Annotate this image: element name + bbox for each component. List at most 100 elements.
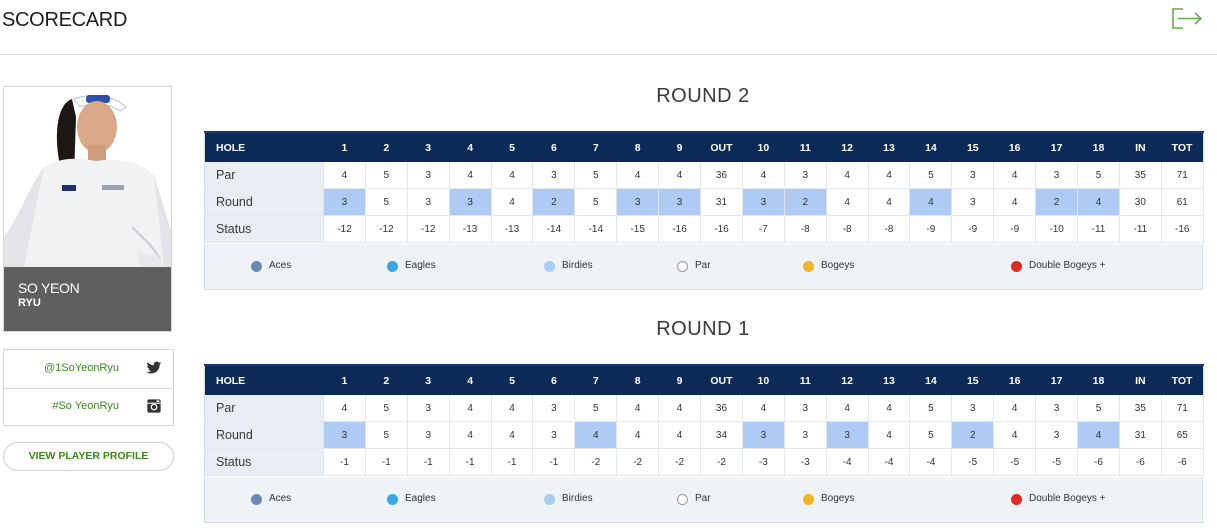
legend-label: Bogeys xyxy=(821,493,855,504)
score-cell: -1 xyxy=(491,448,534,476)
score-cell: 4 xyxy=(993,421,1037,449)
score-cell: -4 xyxy=(868,448,911,476)
score-cell: 4 xyxy=(658,162,702,189)
exit-button[interactable] xyxy=(1170,5,1204,31)
column-header: 14 xyxy=(909,364,952,395)
legend-label: Birdies xyxy=(562,260,593,271)
score-cell: 3 xyxy=(826,421,869,449)
score-cell: 3 xyxy=(658,188,702,216)
score-cell: -11 xyxy=(1077,215,1120,243)
score-cell: 4 xyxy=(868,421,911,449)
column-header: 17 xyxy=(1035,364,1078,395)
twitter-link[interactable]: @1SoYeonRyu xyxy=(4,350,173,389)
score-legend: Aces Eagles Birdies Par Bogeys Double Bogeys … xyxy=(204,477,1203,523)
column-header: 16 xyxy=(993,364,1036,395)
score-cell: 3 xyxy=(616,188,660,216)
column-header: 12 xyxy=(826,131,869,162)
score-cell: 4 xyxy=(449,421,492,449)
column-header: 13 xyxy=(868,364,910,395)
score-cell: 5 xyxy=(365,395,408,422)
column-header: OUT xyxy=(700,131,743,162)
score-cell: 30 xyxy=(1119,188,1162,216)
score-cell: 4 xyxy=(658,421,702,449)
score-cell: 5 xyxy=(909,395,953,422)
legend-label: Par xyxy=(695,260,711,271)
score-cell: 3 xyxy=(323,421,366,449)
score-cell: 3 xyxy=(951,162,995,189)
score-cell: 71 xyxy=(1161,395,1204,422)
header-row: HOLE 1 2 3 4 5 6 7 8 9 OUT 10 11 12 13 14 15 16 17 18 IN TOT xyxy=(204,131,1204,162)
column-header: 11 xyxy=(784,131,827,162)
score-cell: 2 xyxy=(532,188,576,216)
score-cell: 4 xyxy=(491,188,534,216)
score-cell: -5 xyxy=(1035,448,1079,476)
scorecard-table: HOLE 1 2 3 4 5 6 7 8 9 OUT 10 11 12 13 14 15 16 17 18 IN TOT P… xyxy=(204,131,1204,243)
score-cell: 4 xyxy=(868,395,911,422)
column-header: 8 xyxy=(616,364,659,395)
score-cell: 4 xyxy=(742,162,785,189)
column-header: OUT xyxy=(700,364,743,395)
score-cell: 5 xyxy=(909,421,953,449)
column-header: 14 xyxy=(909,131,952,162)
score-cell: -1 xyxy=(323,448,366,476)
score-cell: -5 xyxy=(951,448,995,476)
legend-dot-icon xyxy=(803,494,814,505)
column-header: 1 xyxy=(323,131,366,162)
column-header: 1 xyxy=(323,364,366,395)
header: SCORECARD xyxy=(0,0,1217,55)
score-cell: 4 xyxy=(323,162,366,189)
instagram-link[interactable]: #So YeonRyu xyxy=(4,388,173,426)
score-cell: -16 xyxy=(700,215,743,243)
score-cell: -12 xyxy=(365,215,408,243)
column-header: IN xyxy=(1119,364,1162,395)
score-cell: -4 xyxy=(826,448,869,476)
score-cell: 5 xyxy=(909,162,953,189)
column-header: IN xyxy=(1119,131,1162,162)
column-header: 15 xyxy=(951,131,994,162)
score-cell: 3 xyxy=(1035,395,1079,422)
score-cell: 4 xyxy=(449,162,492,189)
instagram-icon xyxy=(147,399,161,413)
score-cell: 3 xyxy=(449,188,492,216)
score-cell: -2 xyxy=(574,448,618,476)
column-header: 17 xyxy=(1035,131,1078,162)
score-cell: -13 xyxy=(491,215,534,243)
exit-icon xyxy=(1172,8,1203,29)
score-cell: 4 xyxy=(1077,188,1120,216)
column-header: 3 xyxy=(407,131,450,162)
score-cell: 4 xyxy=(993,395,1037,422)
column-header: 11 xyxy=(784,364,827,395)
score-cell: 3 xyxy=(951,395,995,422)
score-cell: 5 xyxy=(574,395,618,422)
legend-label: Par xyxy=(695,493,711,504)
score-cell: -14 xyxy=(532,215,576,243)
score-cell: 61 xyxy=(1161,188,1204,216)
score-cell: 5 xyxy=(574,188,618,216)
row-label: Round xyxy=(204,421,324,449)
column-header: HOLE xyxy=(204,364,324,395)
score-cell: -6 xyxy=(1119,448,1162,476)
score-cell: 5 xyxy=(1077,162,1120,189)
column-header: 2 xyxy=(365,364,408,395)
legend-dot-icon xyxy=(677,494,688,505)
score-cell: -2 xyxy=(700,448,743,476)
column-header: 4 xyxy=(449,131,492,162)
twitter-handle: @1SoYeonRyu xyxy=(44,362,119,374)
score-cell: -6 xyxy=(1161,448,1204,476)
score-cell: 5 xyxy=(365,188,408,216)
column-header: 3 xyxy=(407,364,450,395)
scorecard-table: HOLE 1 2 3 4 5 6 7 8 9 OUT 10 11 12 13 14 15 16 17 18 IN TOT P… xyxy=(204,364,1204,476)
view-player-profile-button[interactable]: VIEW PLAYER PROFILE xyxy=(3,442,174,471)
legend-label: Double Bogeys + xyxy=(1029,260,1106,271)
score-cell: 4 xyxy=(574,421,618,449)
column-header: 6 xyxy=(532,364,575,395)
player-name-box: SO YEON RYU xyxy=(4,267,171,331)
score-cell: -8 xyxy=(868,215,911,243)
score-cell: 3 xyxy=(532,395,576,422)
score-cell: -14 xyxy=(574,215,618,243)
legend-dot-icon xyxy=(387,494,398,505)
legend-dot-icon xyxy=(1011,261,1022,272)
column-header: 5 xyxy=(491,364,533,395)
legend-label: Eagles xyxy=(405,493,436,504)
legend-dot-icon xyxy=(387,261,398,272)
